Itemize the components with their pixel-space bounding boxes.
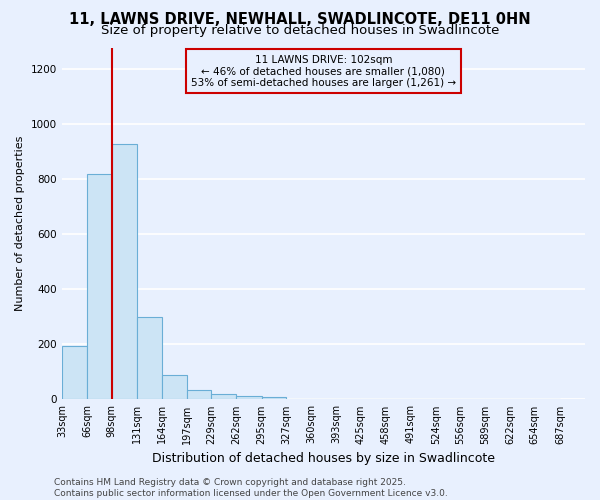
Bar: [187, 390, 211, 400]
Text: 11 LAWNS DRIVE: 102sqm
← 46% of detached houses are smaller (1,080)
53% of semi-: 11 LAWNS DRIVE: 102sqm ← 46% of detached…: [191, 54, 456, 88]
Bar: [137, 317, 162, 400]
Bar: [211, 394, 236, 400]
Bar: [286, 398, 311, 400]
Bar: [112, 144, 137, 400]
X-axis label: Distribution of detached houses by size in Swadlincote: Distribution of detached houses by size …: [152, 452, 495, 465]
Bar: [236, 396, 262, 400]
Bar: [162, 374, 187, 400]
Y-axis label: Number of detached properties: Number of detached properties: [15, 136, 25, 311]
Bar: [62, 346, 87, 400]
Text: 11, LAWNS DRIVE, NEWHALL, SWADLINCOTE, DE11 0HN: 11, LAWNS DRIVE, NEWHALL, SWADLINCOTE, D…: [69, 12, 531, 28]
Bar: [262, 397, 286, 400]
Bar: [87, 174, 112, 400]
Text: Size of property relative to detached houses in Swadlincote: Size of property relative to detached ho…: [101, 24, 499, 37]
Text: Contains HM Land Registry data © Crown copyright and database right 2025.
Contai: Contains HM Land Registry data © Crown c…: [54, 478, 448, 498]
